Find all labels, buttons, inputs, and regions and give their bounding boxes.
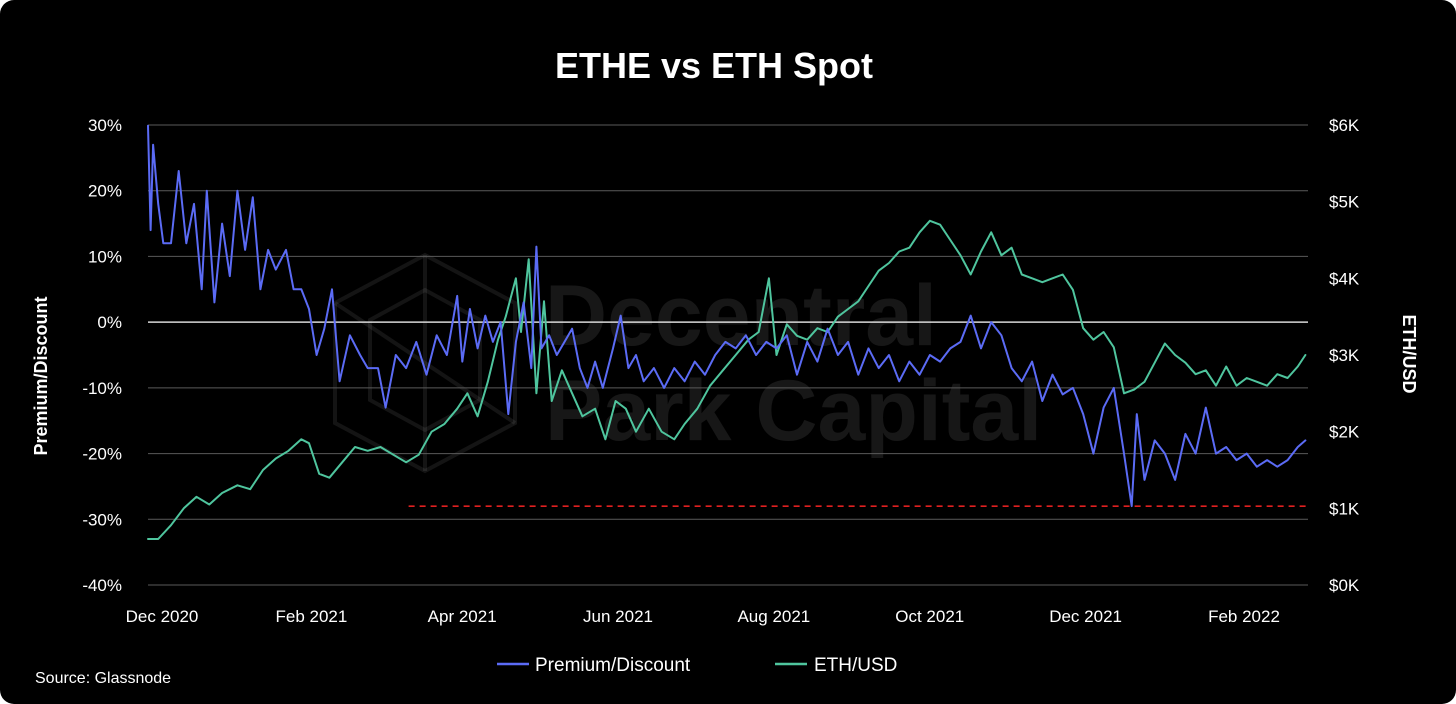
series-layer xyxy=(147,124,1307,540)
left-tick-label: 10% xyxy=(88,247,122,266)
left-axis-ticks: 30% 20% 10% 0% -10% -20% -30% -40% xyxy=(82,116,122,595)
left-tick-label: 20% xyxy=(88,182,122,201)
left-tick-label: -10% xyxy=(82,379,122,398)
right-tick-label: $5K xyxy=(1329,193,1360,212)
x-axis-ticks: Dec 2020 Feb 2021 Apr 2021 Jun 2021 Aug 2021… xyxy=(126,607,1280,626)
left-tick-label: 0% xyxy=(97,313,122,332)
series-line-premium-discount xyxy=(147,124,1307,508)
x-tick-label: Feb 2022 xyxy=(1208,607,1280,626)
legend: Premium/Discount ETH/USD xyxy=(497,655,897,676)
watermark-line-2: Park Capital xyxy=(545,363,1042,459)
left-tick-label: -40% xyxy=(82,576,122,595)
right-tick-label: $6K xyxy=(1329,116,1360,135)
legend-label-premium: Premium/Discount xyxy=(535,655,691,676)
x-tick-label: Jun 2021 xyxy=(583,607,653,626)
right-tick-label: $0K xyxy=(1329,576,1360,595)
x-tick-label: Feb 2021 xyxy=(275,607,347,626)
right-axis-label: ETH/USD xyxy=(1399,314,1419,393)
right-axis-ticks: $6K $5K $4K $3K $2K $1K $0K xyxy=(1329,116,1360,595)
watermark-logo xyxy=(333,252,517,474)
series-line-eth-usd xyxy=(147,219,1307,540)
x-tick-label: Apr 2021 xyxy=(428,607,497,626)
left-tick-label: 30% xyxy=(88,116,122,135)
x-tick-label: Aug 2021 xyxy=(737,607,810,626)
right-tick-label: $4K xyxy=(1329,269,1360,288)
right-tick-label: $3K xyxy=(1329,346,1360,365)
right-tick-label: $2K xyxy=(1329,423,1360,442)
x-tick-label: Dec 2020 xyxy=(126,607,199,626)
source-note: Source: Glassnode xyxy=(35,670,171,687)
right-tick-label: $1K xyxy=(1329,499,1360,518)
watermark: Decentral Park Capital xyxy=(333,252,1042,474)
left-tick-label: -20% xyxy=(82,445,122,464)
left-axis-label: Premium/Discount xyxy=(31,296,51,455)
left-tick-label: -30% xyxy=(82,510,122,529)
chart-title: ETHE vs ETH Spot xyxy=(555,45,873,86)
x-tick-label: Dec 2021 xyxy=(1049,607,1122,626)
legend-label-eth: ETH/USD xyxy=(814,655,897,676)
x-tick-label: Oct 2021 xyxy=(895,607,964,626)
gridlines xyxy=(148,124,1308,586)
